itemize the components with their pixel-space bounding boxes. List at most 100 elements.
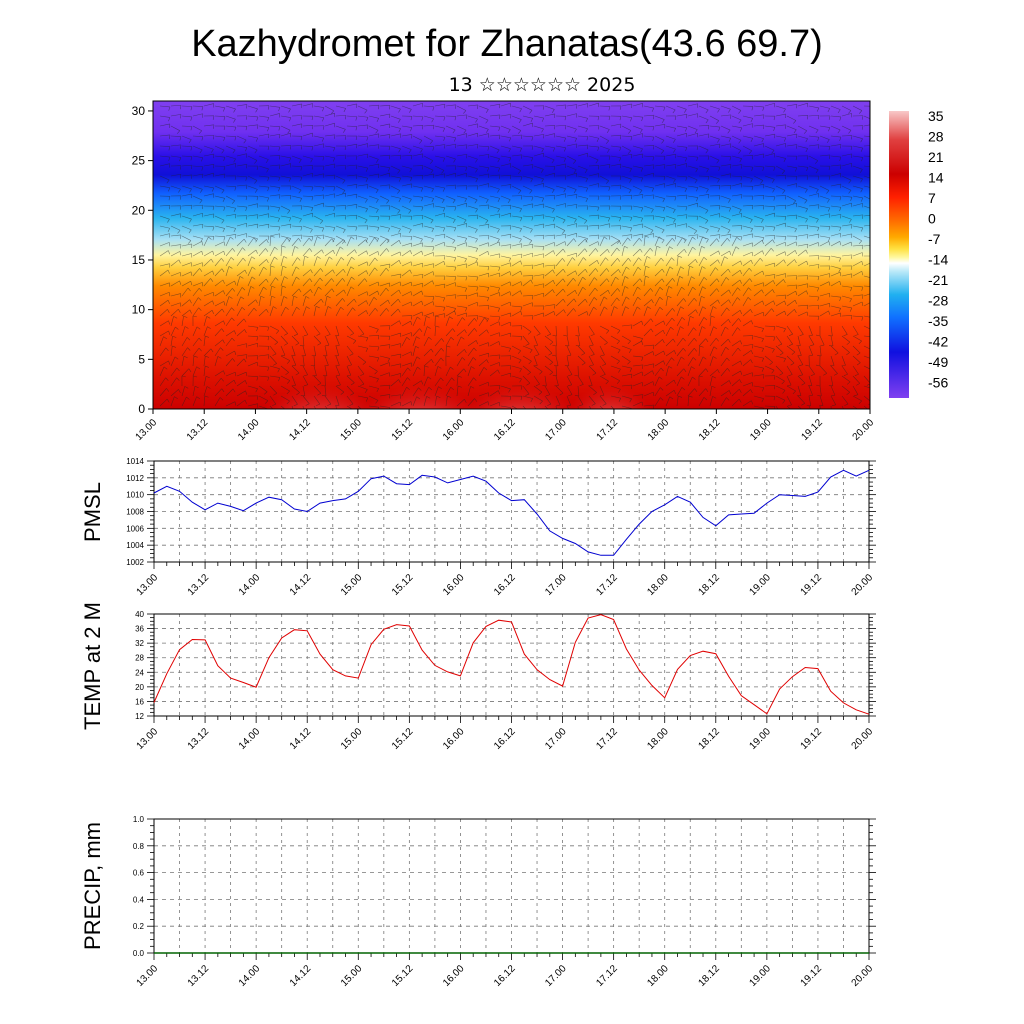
wind-barb bbox=[280, 125, 291, 131]
wind-barb-flag bbox=[728, 319, 731, 323]
wind-barb bbox=[764, 289, 773, 297]
wind-barb bbox=[797, 224, 808, 227]
wind-barb bbox=[489, 369, 499, 377]
wind-barb bbox=[357, 278, 365, 287]
wind-barb-flag bbox=[848, 190, 852, 194]
wind-barb bbox=[863, 335, 870, 337]
wind-barb-flag bbox=[352, 307, 356, 311]
wind-barb-flag bbox=[309, 248, 313, 252]
wind-barb-flag bbox=[795, 156, 798, 161]
wind-barb bbox=[533, 125, 544, 130]
wind-barb bbox=[291, 395, 298, 405]
wind-barb bbox=[214, 145, 225, 151]
wind-barb-flag bbox=[208, 236, 212, 240]
wind-barb bbox=[643, 236, 646, 247]
wind-barb bbox=[863, 155, 870, 157]
wind-barb bbox=[324, 105, 334, 112]
wind-field bbox=[159, 102, 870, 409]
wind-barb-flag bbox=[619, 105, 622, 110]
wind-barb bbox=[203, 376, 207, 387]
wind-barb-flag bbox=[509, 322, 512, 327]
wind-barb-flag bbox=[422, 175, 424, 180]
wind-barb-flag bbox=[728, 289, 731, 294]
wind-barb bbox=[181, 115, 192, 118]
wind-barb bbox=[269, 256, 275, 267]
wind-barb-flag bbox=[282, 285, 287, 288]
wind-barb bbox=[797, 385, 802, 396]
hot-blobs bbox=[260, 349, 654, 409]
wind-barb bbox=[412, 273, 423, 277]
wind-barb bbox=[720, 250, 730, 257]
wind-barb-flag bbox=[674, 115, 677, 120]
wind-barb bbox=[753, 215, 764, 220]
wind-barb-flag bbox=[547, 403, 552, 406]
wind-barb-flag bbox=[455, 185, 457, 190]
wind-barb bbox=[555, 309, 564, 317]
wind-barb-flag bbox=[659, 296, 663, 301]
wind-barb bbox=[830, 365, 838, 374]
wind-barb-flag bbox=[539, 400, 543, 405]
wind-barb bbox=[335, 395, 340, 406]
wind-barb bbox=[390, 273, 401, 277]
wind-barb-flag bbox=[232, 358, 236, 362]
colorbar-label: -7 bbox=[928, 231, 941, 247]
wind-barb-flag bbox=[221, 149, 225, 154]
wind-barb bbox=[676, 337, 684, 347]
wind-barb-flag bbox=[233, 108, 236, 113]
wind-barb-flag bbox=[432, 146, 435, 151]
wind-barb bbox=[698, 165, 709, 170]
wind-barb-flag bbox=[603, 306, 608, 310]
wind-barb bbox=[654, 329, 664, 337]
wind-barb-flag bbox=[672, 278, 676, 282]
wind-barb bbox=[819, 125, 830, 128]
wind-barb bbox=[555, 203, 566, 207]
wind-barb bbox=[456, 242, 467, 247]
wind-barb bbox=[489, 332, 500, 337]
wind-barb-flag bbox=[827, 108, 830, 113]
wind-barb bbox=[258, 248, 266, 257]
wind-barb bbox=[654, 135, 665, 141]
wind-barb bbox=[687, 266, 690, 277]
wind-barb-flag bbox=[696, 157, 699, 162]
wind-barb bbox=[643, 404, 654, 407]
wind-barb bbox=[390, 343, 401, 347]
wind-barb bbox=[533, 283, 544, 287]
wind-barb bbox=[478, 329, 487, 337]
wind-barb bbox=[797, 335, 801, 346]
wind-barb bbox=[500, 332, 511, 337]
wind-barb bbox=[654, 387, 661, 397]
wind-barb bbox=[566, 104, 577, 107]
hot-blob bbox=[566, 349, 654, 409]
wind-barb bbox=[511, 145, 522, 149]
wind-barb-flag bbox=[179, 280, 182, 285]
wind-barb bbox=[203, 172, 214, 177]
wind-barb-flag bbox=[427, 376, 432, 380]
wind-barb-flag bbox=[192, 315, 197, 318]
wind-barb-flag bbox=[398, 379, 401, 384]
wind-barb bbox=[731, 327, 738, 337]
heatmap-x-axis: 13.00 13.12 14.00 14.12 15.00 15.12 16.00 16.12… bbox=[134, 409, 876, 443]
wind-barb-flag bbox=[410, 320, 413, 325]
wind-barb bbox=[522, 345, 533, 351]
wind-barb-flag bbox=[598, 235, 600, 240]
wind-barb bbox=[368, 257, 376, 267]
wind-barb-flag bbox=[326, 295, 331, 299]
wind-barb-flag bbox=[705, 368, 709, 373]
wind-barb-flag bbox=[593, 306, 597, 310]
wind-barb bbox=[610, 276, 616, 287]
wind-barb bbox=[181, 386, 185, 397]
wind-barb bbox=[478, 342, 489, 347]
wind-barb bbox=[654, 268, 663, 277]
wind-barb bbox=[236, 390, 246, 397]
wind-barb-flag bbox=[724, 256, 728, 260]
wind-barb bbox=[731, 105, 742, 111]
wind-barb-flag bbox=[607, 290, 610, 294]
wind-barb bbox=[643, 185, 654, 189]
wind-barb-flag bbox=[443, 255, 446, 260]
wind-barb-flag bbox=[421, 250, 424, 255]
ytick-label: 28 bbox=[135, 654, 144, 663]
wind-barb bbox=[841, 355, 846, 366]
wind-barb bbox=[555, 233, 566, 237]
wind-barb-flag bbox=[267, 346, 270, 351]
wind-barb-flag bbox=[231, 337, 235, 342]
